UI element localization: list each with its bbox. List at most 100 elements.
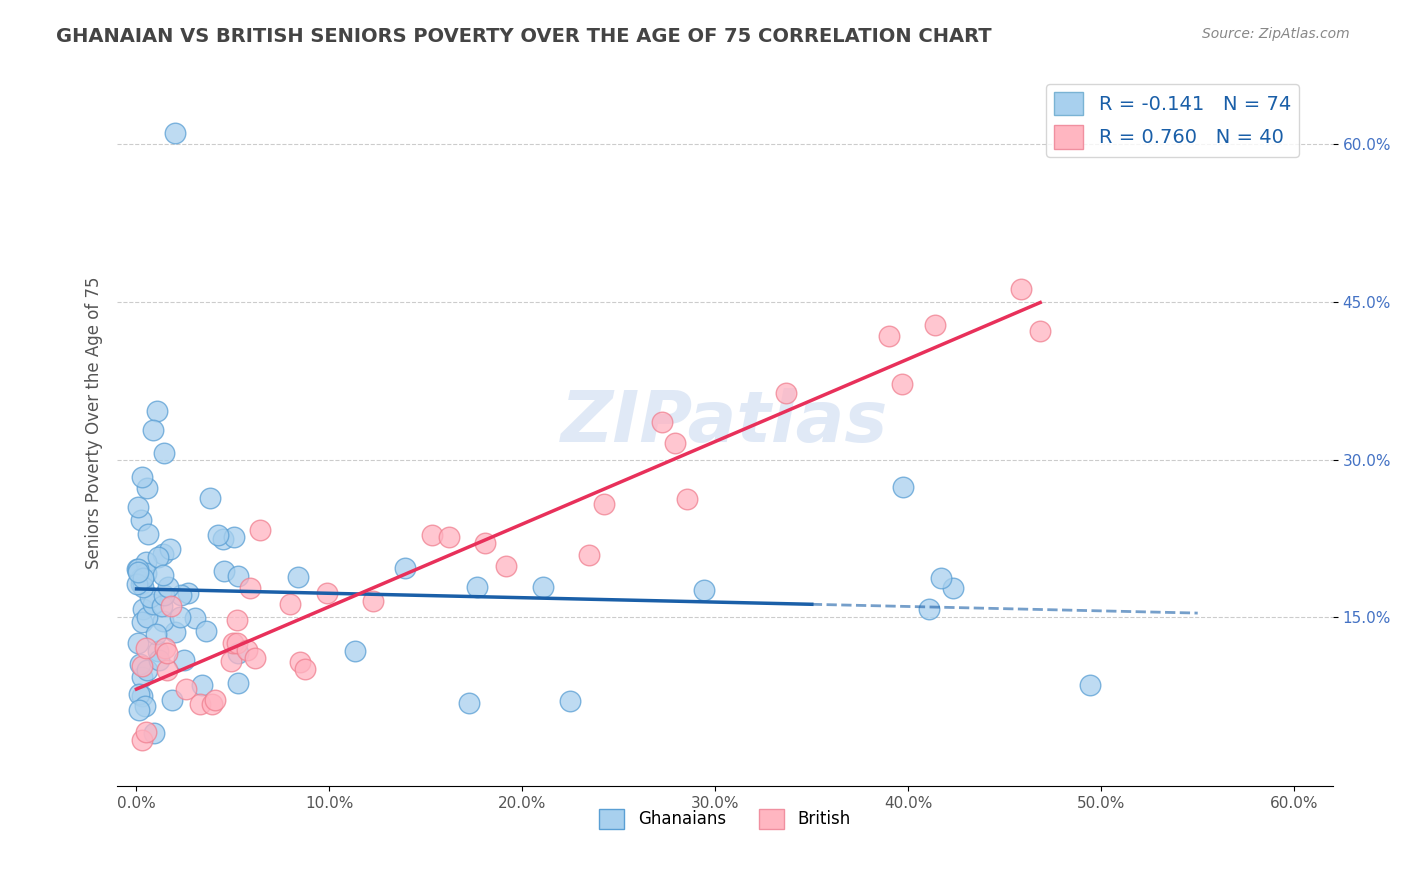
Ghanaians [127,636,149,650]
Ghanaians [159,542,181,557]
Ghanaians [156,581,179,595]
Ghanaians [131,577,153,591]
Ghanaians [152,599,174,614]
Ghanaians [170,588,193,602]
Ghanaians [207,527,229,541]
Ghanaians [143,726,166,740]
British [877,329,900,343]
Legend: Ghanaians, British: Ghanaians, British [593,802,858,836]
Ghanaians [693,583,716,598]
Ghanaians [183,611,205,625]
Ghanaians [1078,678,1101,692]
Text: Source: ZipAtlas.com: Source: ZipAtlas.com [1202,27,1350,41]
Ghanaians [136,481,159,495]
Ghanaians [287,569,309,583]
British [924,318,946,332]
Ghanaians [132,601,155,615]
Ghanaians [127,576,149,591]
Ghanaians [145,626,167,640]
British [239,581,262,595]
Ghanaians [132,571,155,585]
Ghanaians [146,550,169,565]
British [775,386,797,401]
British [155,640,177,655]
Ghanaians [135,566,157,580]
Ghanaians [200,491,222,505]
British [294,662,316,676]
Ghanaians [146,644,169,658]
Ghanaians [165,126,187,140]
Ghanaians [129,571,152,585]
Ghanaians [135,555,157,569]
Ghanaians [344,644,367,658]
Ghanaians [148,653,170,667]
British [135,724,157,739]
Ghanaians [163,624,186,639]
Ghanaians [131,470,153,484]
British [578,549,600,563]
British [439,530,461,544]
British [288,655,311,669]
Ghanaians [531,580,554,594]
British [474,536,496,550]
Ghanaians [212,564,235,578]
Ghanaians [131,513,153,527]
Ghanaians [127,565,149,579]
Ghanaians [131,615,153,630]
British [495,558,517,573]
Ghanaians [226,569,249,583]
British [420,527,443,541]
Ghanaians [152,614,174,628]
Ghanaians [226,676,249,690]
British [278,597,301,611]
British [1010,282,1032,296]
British [676,491,699,506]
British [651,415,673,429]
Ghanaians [194,624,217,639]
British [249,523,271,537]
Ghanaians [129,657,152,672]
British [174,681,197,696]
Text: ZIPatlas: ZIPatlas [561,388,889,458]
Ghanaians [146,403,169,417]
Ghanaians [153,446,176,460]
Ghanaians [457,696,479,710]
British [226,636,249,650]
Ghanaians [929,571,952,585]
Ghanaians [128,703,150,717]
British [156,646,179,660]
Ghanaians [211,533,233,547]
Text: GHANAIAN VS BRITISH SENIORS POVERTY OVER THE AGE OF 75 CORRELATION CHART: GHANAIAN VS BRITISH SENIORS POVERTY OVER… [56,27,991,45]
Ghanaians [190,677,212,691]
Ghanaians [226,646,249,660]
Ghanaians [132,580,155,594]
British [593,497,616,511]
Ghanaians [134,698,156,713]
Ghanaians [893,480,915,494]
Ghanaians [222,530,245,544]
Ghanaians [173,653,195,667]
Ghanaians [127,500,149,514]
Ghanaians [128,688,150,702]
Ghanaians [152,588,174,602]
British [131,658,153,673]
British [226,613,249,627]
Ghanaians [127,562,149,576]
British [135,641,157,656]
British [361,594,384,608]
Ghanaians [136,609,159,624]
Ghanaians [136,663,159,677]
Ghanaians [560,694,582,708]
British [159,599,181,613]
British [243,650,266,665]
British [131,733,153,747]
British [156,663,179,677]
Ghanaians [152,548,174,562]
Ghanaians [152,568,174,582]
Ghanaians [138,590,160,604]
British [315,586,337,600]
British [236,643,259,657]
Ghanaians [136,527,159,541]
British [188,697,211,711]
Ghanaians [127,562,149,576]
